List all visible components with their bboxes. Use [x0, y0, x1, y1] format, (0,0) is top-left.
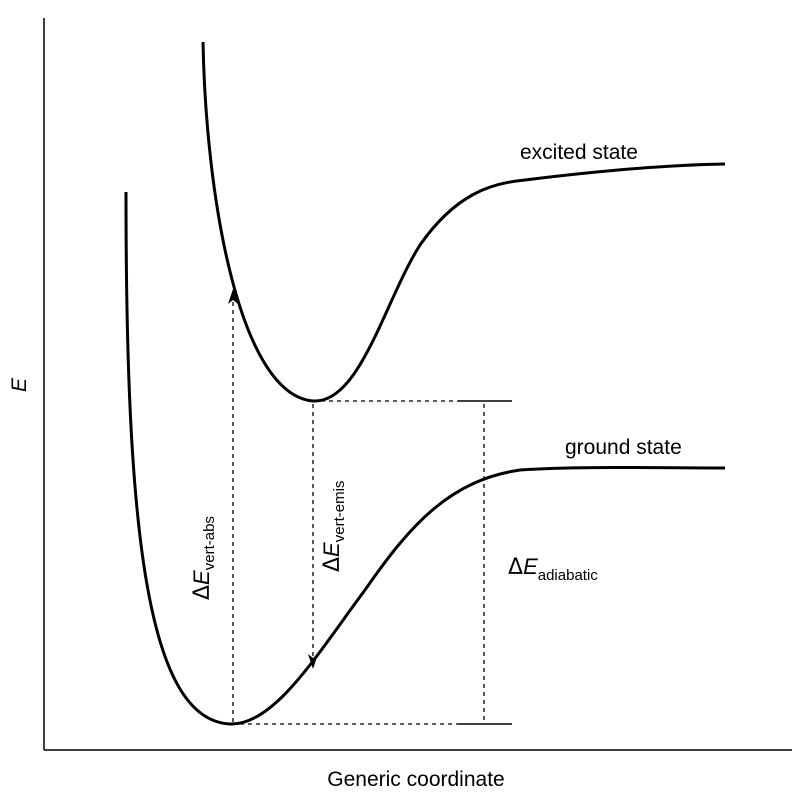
vertical-absorption-subscript: vert-abs — [201, 516, 218, 570]
x-axis-label: Generic coordinate — [327, 768, 504, 791]
excited-state-label: excited state — [520, 141, 638, 164]
vertical-emission-subscript: vert-emis — [331, 481, 348, 543]
svg-text:ΔEvert-abs: ΔEvert-abs — [189, 516, 218, 600]
energy-symbol: E — [189, 570, 214, 585]
adiabatic-subscript: adiabatic — [538, 567, 599, 584]
ground-state-label: ground state — [565, 436, 682, 459]
energy-symbol: E — [523, 554, 538, 579]
y-axis-label: E — [8, 377, 31, 392]
delta-symbol: Δ — [190, 585, 215, 600]
delta-symbol: Δ — [320, 557, 345, 572]
excited-state-curve — [201, 41, 726, 403]
energy-symbol: E — [319, 542, 344, 557]
svg-text:ΔEvert-emis: ΔEvert-emis — [319, 481, 348, 572]
delta-symbol: Δ — [508, 555, 523, 580]
ground-state-curve — [124, 191, 726, 726]
vertical-emission-label: ΔEvert-emis — [319, 481, 348, 572]
vertical-absorption-label: ΔEvert-abs — [189, 516, 218, 600]
vertical-emission-arrowhead — [308, 654, 318, 669]
adiabatic-label: ΔEadiabatic — [508, 554, 598, 584]
vertical-absorption-arrowhead — [228, 289, 238, 304]
